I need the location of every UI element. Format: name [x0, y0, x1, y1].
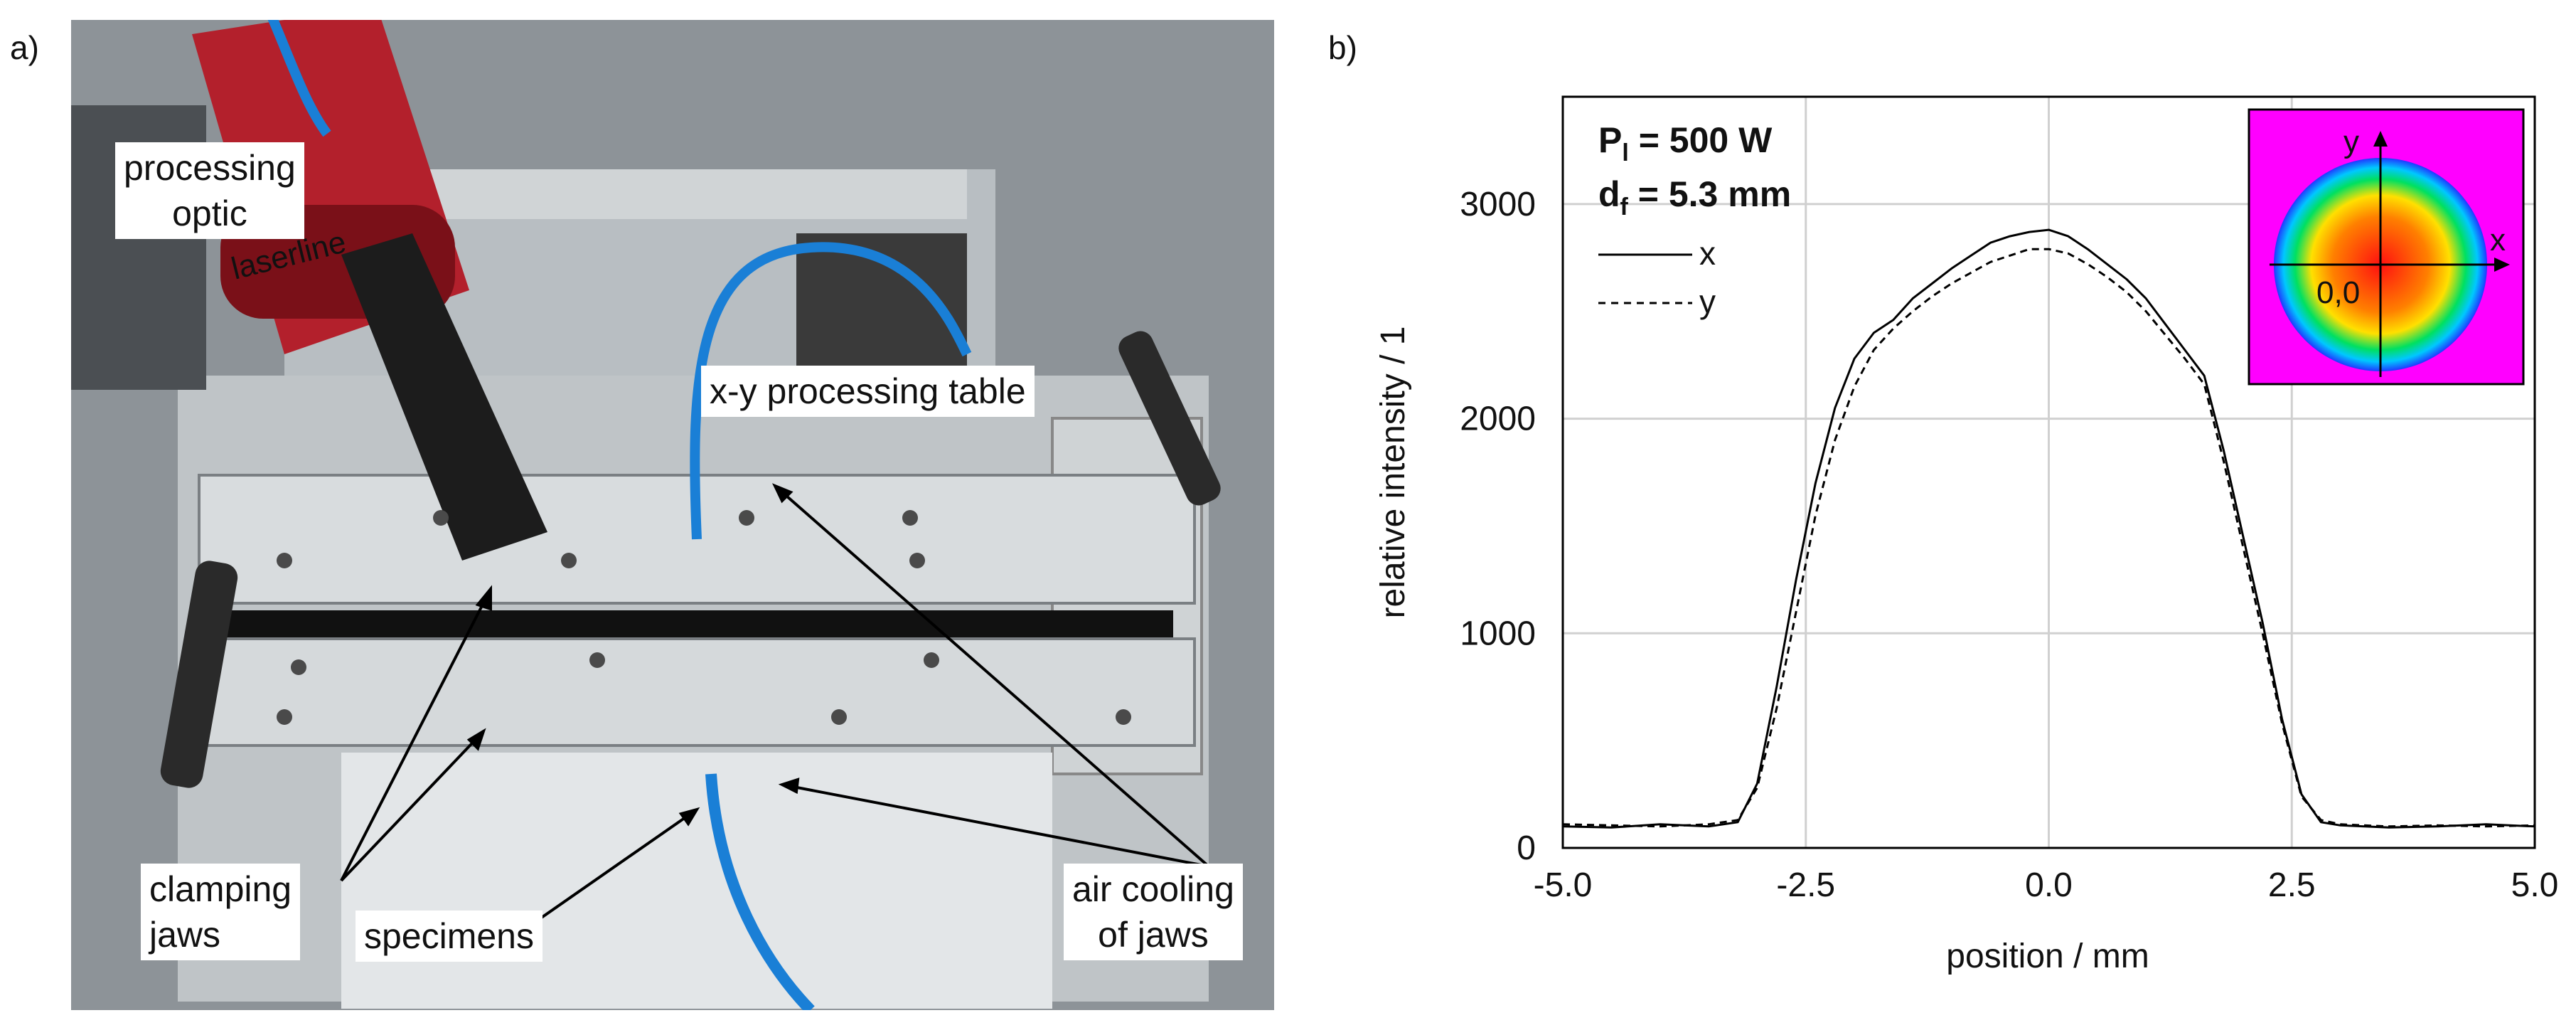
- panel-a-label: a): [10, 29, 39, 66]
- plot-frame: [1561, 95, 2536, 849]
- y-axis-label: relative intensity / 1: [1374, 327, 1412, 619]
- setup-photo-drawing: laserline: [71, 20, 1274, 1010]
- leader-jaw-1: [340, 588, 492, 881]
- panel-b-label: b): [1328, 29, 1357, 66]
- leader-specimens: [532, 808, 698, 925]
- series-line-y: [1562, 248, 2535, 828]
- callout-xy-table: x-y processing table: [701, 366, 1035, 417]
- arrowhead-jaw-1: [475, 585, 492, 611]
- arrowhead-specimens: [678, 807, 700, 827]
- air-hose-lower: [705, 773, 815, 1010]
- inset-x-label: x: [2490, 223, 2506, 258]
- callout-specimens: specimens: [356, 911, 543, 962]
- x-tick-label: 0.0: [2025, 866, 2073, 904]
- annotation-focus-rest: = 5.3 mm: [1628, 174, 1791, 214]
- specimen-gap: [192, 610, 1173, 639]
- callout-clamping-jaws-line-1: clamping: [149, 869, 292, 909]
- optic-nozzle: [341, 233, 547, 561]
- inset-x-arrow: [2494, 258, 2510, 272]
- annotation-power: Pl = 500 W: [1598, 120, 1773, 166]
- air-hose-upper: [690, 242, 972, 540]
- annotation-power-rest: = 500 W: [1629, 120, 1773, 160]
- arrowhead-jaw-2: [466, 728, 486, 751]
- inset-origin-label: 0,0: [2316, 275, 2360, 310]
- callout-clamping-jaws: clamping jaws: [141, 864, 301, 960]
- beam-inset: x y 0,0: [2248, 108, 2525, 386]
- leader-cooling-2: [781, 783, 1209, 868]
- x-tick-label: -2.5: [1776, 866, 1835, 904]
- annotation-focus: df = 5.3 mm: [1598, 174, 1791, 221]
- x-tick-label: 5.0: [2511, 866, 2559, 904]
- legend: x y: [1598, 235, 1716, 320]
- annotation-power-main: P: [1598, 120, 1622, 160]
- tick-labels: -5.0 -2.5 0.0 2.5 5.0 0 1000 2000 3000: [1460, 186, 2558, 904]
- y-tick-label: 0: [1517, 829, 1536, 867]
- callout-air-cooling: air cooling of jaws: [1064, 864, 1243, 960]
- arrowhead-cooling-1: [771, 483, 793, 504]
- arrowhead-cooling-2: [778, 777, 800, 795]
- callout-processing-optic-line-1: processing: [124, 148, 296, 188]
- leader-cooling-1: [774, 484, 1210, 868]
- callout-clamping-jaws-line-2: jaws: [149, 915, 221, 955]
- specimens-area: [341, 753, 1052, 1009]
- x-axis-label: position / mm: [1946, 938, 2149, 975]
- inset-y-label: y: [2343, 124, 2359, 159]
- callout-processing-optic: processing optic: [115, 142, 304, 239]
- x-tick-label: 2.5: [2268, 866, 2316, 904]
- legend-label-x: x: [1699, 235, 1716, 272]
- annotation-focus-sub: f: [1620, 193, 1629, 221]
- series-layer: [1562, 228, 2535, 829]
- annotation-power-sub: l: [1622, 139, 1628, 166]
- y-tick-label: 1000: [1460, 615, 1536, 652]
- y-tick-label: 3000: [1460, 186, 1536, 223]
- callout-air-cooling-line-2: of jaws: [1098, 915, 1209, 955]
- setup-photo: laserline processing optic x-y processin…: [71, 20, 1274, 1010]
- callout-processing-optic-line-2: optic: [172, 193, 247, 233]
- x-tick-label: -5.0: [1534, 866, 1593, 904]
- inset-y-arrow: [2373, 131, 2388, 147]
- y-tick-label: 2000: [1460, 400, 1536, 438]
- callout-air-cooling-line-1: air cooling: [1072, 869, 1234, 909]
- leader-jaw-2: [340, 730, 485, 882]
- annotation-focus-main: d: [1598, 174, 1620, 214]
- legend-label-y: y: [1699, 283, 1716, 320]
